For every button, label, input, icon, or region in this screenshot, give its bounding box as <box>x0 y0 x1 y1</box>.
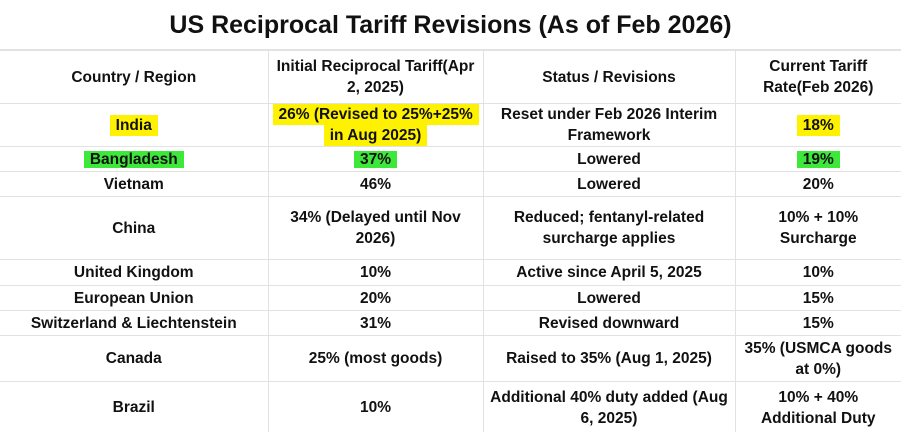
table-cell: Lowered <box>482 285 736 311</box>
highlighted-text: 26% (Revised to 25%+25% in Aug 2025) <box>272 104 479 146</box>
table-cell: 20% <box>267 285 484 311</box>
table-row: Bangladesh 37% Lowered 19% <box>0 146 901 172</box>
table-cell: Current Tariff Rate(Feb 2026) <box>734 50 901 104</box>
table-cell: Country / Region <box>0 50 269 104</box>
table-cell: European Union <box>0 285 269 311</box>
table-cell: 15% <box>734 310 901 336</box>
table-cell: Revised downward <box>482 310 736 336</box>
table-cell: Canada <box>0 335 269 382</box>
table-row: Vietnam 46% Lowered 20% <box>0 171 901 197</box>
table-cell: 18% <box>734 103 901 147</box>
table-cell: 20% <box>734 171 901 197</box>
table-cell: Switzerland & Liechtenstein <box>0 310 269 336</box>
table-row: China 34% (Delayed until Nov 2026) Reduced… <box>0 196 901 260</box>
table-cell: 37% <box>267 146 484 172</box>
table-cell: Status / Revisions <box>482 50 736 104</box>
table-cell: Vietnam <box>0 171 269 197</box>
table-cell: Lowered <box>482 171 736 197</box>
table-cell: 10% + 40% Additional Duty <box>734 381 901 432</box>
table-cell: 10% <box>267 381 484 432</box>
table-cell: 25% (most goods) <box>267 335 484 382</box>
table-cell: India <box>0 103 269 147</box>
table-cell: Bangladesh <box>0 146 269 172</box>
table-cell: Reset under Feb 2026 Interim Framework <box>482 103 736 147</box>
highlighted-text: 19% <box>796 150 840 168</box>
table-cell: 35% (USMCA goods at 0%) <box>734 335 901 382</box>
table-cell: 19% <box>734 146 901 172</box>
tariff-table: Country / Region Initial Reciprocal Tarif… <box>0 50 901 432</box>
table-cell: 10% <box>267 259 484 286</box>
title: US Reciprocal Tariff Revisions (As of Fe… <box>0 0 901 50</box>
table-cell: 46% <box>267 171 484 197</box>
table-row: Switzerland & Liechtenstein 31% Revised do… <box>0 310 901 336</box>
table-cell: China <box>0 196 269 260</box>
table-row: India 26% (Revised to 25%+25% in Aug 2025… <box>0 103 901 147</box>
table-cell: 10% + 10% Surcharge <box>734 196 901 260</box>
table-cell: 31% <box>267 310 484 336</box>
table-cell: Brazil <box>0 381 269 432</box>
table-row: Brazil 10% Additional 40% duty added (Aug … <box>0 381 901 432</box>
table-cell: Raised to 35% (Aug 1, 2025) <box>482 335 736 382</box>
table-cell: 10% <box>734 259 901 286</box>
table-row: United Kingdom 10% Active since April 5, 2… <box>0 259 901 286</box>
highlighted-text: India <box>109 114 158 136</box>
table-row: Country / Region Initial Reciprocal Tarif… <box>0 50 901 104</box>
table-row: European Union 20% Lowered 15% <box>0 285 901 311</box>
table-cell: Initial Reciprocal Tariff(Apr 2, 2025) <box>267 50 484 104</box>
table-cell: Active since April 5, 2025 <box>482 259 736 286</box>
table-cell: Additional 40% duty added (Aug 6, 2025) <box>482 381 736 432</box>
table-row: Canada 25% (most goods) Raised to 35% (Aug… <box>0 335 901 382</box>
table-cell: 34% (Delayed until Nov 2026) <box>267 196 484 260</box>
highlighted-text: 37% <box>353 150 398 168</box>
table-cell: Reduced; fentanyl-related surcharge appl… <box>482 196 736 260</box>
table-cell: United Kingdom <box>0 259 269 286</box>
table-cell: Lowered <box>482 146 736 172</box>
table-cell: 26% (Revised to 25%+25% in Aug 2025) <box>267 103 484 147</box>
highlighted-text: 18% <box>796 114 840 136</box>
table-cell: 15% <box>734 285 901 311</box>
highlighted-text: Bangladesh <box>83 150 184 168</box>
